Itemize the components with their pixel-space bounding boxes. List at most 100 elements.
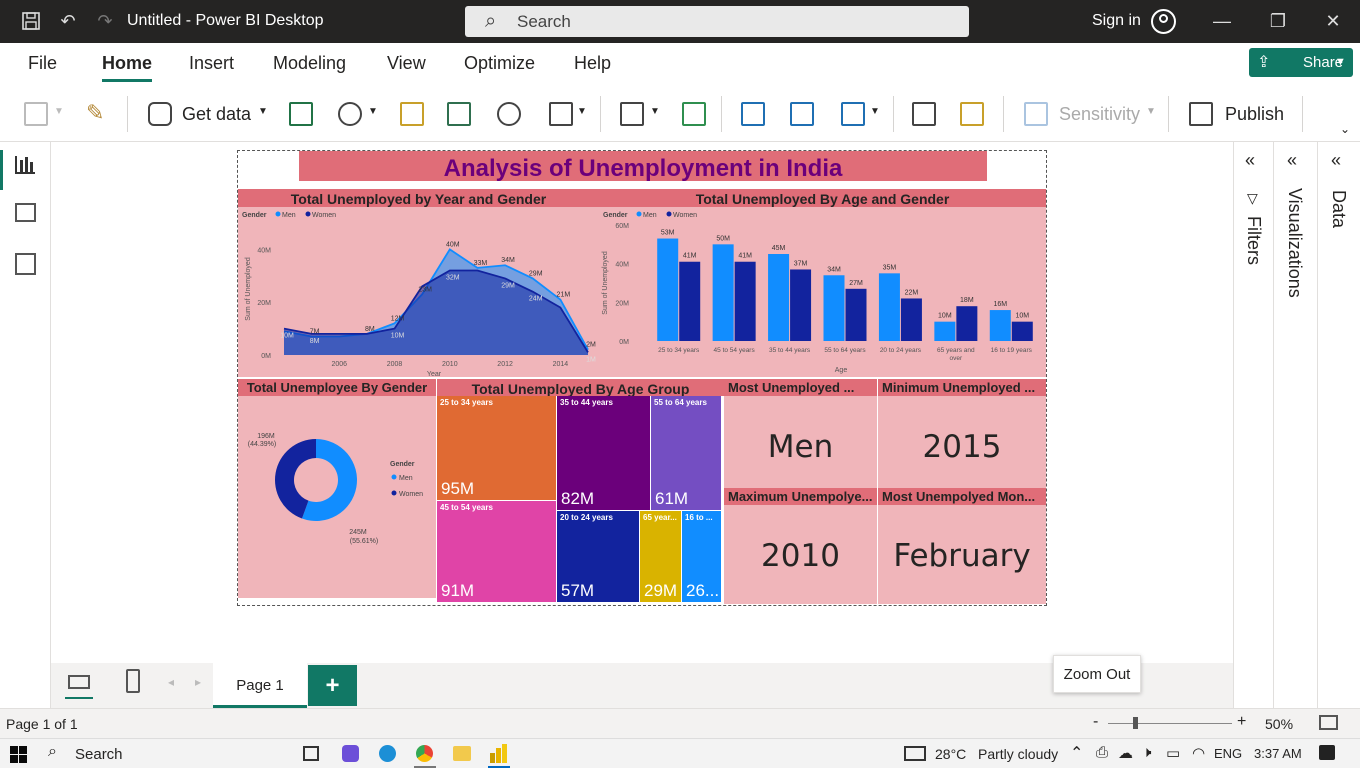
task-view-icon[interactable] [303, 746, 319, 761]
dataverse-icon[interactable] [497, 102, 521, 126]
volume-icon[interactable]: 🕨 [1142, 744, 1152, 761]
excel-icon[interactable] [289, 102, 313, 126]
publish-icon[interactable] [1189, 102, 1213, 126]
menu-modeling[interactable]: Modeling [273, 53, 347, 73]
data-pane[interactable]: « Data [1317, 142, 1360, 708]
desktop-layout-icon[interactable] [65, 671, 93, 699]
treemap-tile[interactable]: 35 to 44 years 82M [557, 396, 650, 510]
treemap-tile[interactable]: 16 to ... 26... [682, 511, 721, 602]
chevron-up-icon[interactable]: ⌃ [1070, 745, 1084, 762]
recent-sources-icon[interactable] [549, 102, 573, 126]
model-view-icon[interactable] [15, 253, 36, 275]
account-icon[interactable] [1151, 9, 1176, 34]
bar-chart-visual[interactable]: Total Unemployed By Age and Gender Gende… [599, 189, 1046, 377]
treemap-tile[interactable]: 55 to 64 years 61M [651, 396, 721, 510]
text-box-icon[interactable] [790, 102, 814, 126]
menu-home[interactable]: Home [102, 53, 153, 82]
menu-view[interactable]: View [387, 53, 426, 73]
card-minimum-unemployed[interactable]: Minimum Unemployed ... 2015 [878, 379, 1046, 488]
line-chart-visual[interactable]: Total Unemployed by Year and Gender Gend… [238, 189, 599, 377]
notifications-icon[interactable] [1319, 745, 1335, 760]
weather-text[interactable]: Partly cloudy [978, 746, 1059, 762]
donut-chart-visual[interactable]: Total Unemployee By Gender 196M (44.39%) 2… [238, 379, 436, 598]
minimize-icon[interactable]: — [1213, 11, 1231, 31]
refresh-icon[interactable] [682, 102, 706, 126]
zoom-in-button[interactable]: + [1237, 713, 1247, 730]
ribbon-expand-icon[interactable]: ⌄ [1340, 122, 1351, 136]
meet-now-icon[interactable]: ⎙ [1096, 744, 1109, 761]
menu-file[interactable]: File [28, 53, 58, 73]
card-maximum-unemployed[interactable]: Maximum Unempolye... 2010 [724, 488, 877, 604]
add-page-button[interactable]: + [308, 665, 357, 706]
power-bi-icon[interactable] [490, 744, 508, 763]
expand-icon[interactable]: « [1331, 150, 1342, 170]
chrome-icon[interactable] [416, 745, 433, 762]
battery-icon[interactable]: ▭ [1166, 745, 1181, 762]
windows-start-icon[interactable] [10, 746, 27, 763]
get-data-button[interactable]: Get data [182, 104, 252, 124]
close-icon[interactable]: ✕ [1325, 11, 1341, 31]
fit-to-page-icon[interactable] [1319, 715, 1338, 730]
sql-server-icon[interactable] [400, 102, 424, 126]
file-explorer-icon[interactable] [453, 746, 471, 761]
card-most-unemployed-gender[interactable]: Most Unemployed ... Men [724, 379, 877, 488]
treemap-visual[interactable]: Total Unemployed By Age Group 25 to 34 y… [437, 379, 724, 602]
save-icon[interactable] [20, 10, 42, 32]
clock[interactable]: 3:37 AM [1254, 746, 1302, 761]
database-icon[interactable] [148, 102, 172, 126]
treemap-tile[interactable]: 25 to 34 years 95M [437, 396, 556, 500]
transform-data-icon[interactable] [620, 102, 644, 126]
weather-temp[interactable]: 28°C [935, 746, 967, 762]
zoom-out-button[interactable]: - [1093, 713, 1099, 730]
sensitivity-button[interactable]: Sensitivity [1059, 104, 1141, 124]
format-painter-icon[interactable]: ✎ [86, 100, 105, 125]
menu-help[interactable]: Help [574, 53, 612, 73]
quick-measure-icon[interactable] [960, 102, 984, 126]
visualizations-pane[interactable]: « Visualizations [1273, 142, 1317, 708]
scroll-left-icon[interactable]: ◂ [168, 675, 175, 689]
new-measure-icon[interactable] [912, 102, 936, 126]
data-hub-icon[interactable] [338, 102, 362, 126]
sign-in-link[interactable]: Sign in [1092, 12, 1141, 29]
restore-icon[interactable]: ❐ [1269, 11, 1287, 31]
chevron-down-icon[interactable]: ▼ [258, 106, 268, 117]
new-visual-icon[interactable] [741, 102, 765, 126]
wifi-icon[interactable]: ◠ [1192, 745, 1206, 762]
language-indicator[interactable]: ENG [1214, 746, 1243, 761]
menu-optimize[interactable]: Optimize [464, 53, 536, 73]
scroll-right-icon[interactable]: ▸ [195, 675, 202, 689]
menu-insert[interactable]: Insert [189, 53, 235, 73]
chevron-down-icon[interactable]: ▼ [368, 106, 378, 117]
copilot-icon[interactable] [342, 745, 359, 762]
taskbar-search[interactable]: Search [75, 746, 123, 763]
zoom-slider-thumb[interactable] [1133, 717, 1138, 729]
report-title[interactable]: Analysis of Unemployment in India [299, 151, 987, 182]
cloud-icon[interactable]: ☁ [1118, 745, 1133, 762]
legend-marker [666, 211, 672, 217]
expand-icon[interactable]: « [1287, 150, 1298, 170]
treemap-tile[interactable]: 20 to 24 years 57M [557, 511, 639, 602]
more-visuals-icon[interactable] [841, 102, 865, 126]
zoom-slider[interactable] [1108, 717, 1232, 729]
redo-icon[interactable]: ↷ [97, 11, 113, 31]
chevron-down-icon[interactable]: ▼ [870, 106, 880, 117]
search-box[interactable]: ⌕ Search [465, 6, 969, 37]
paste-icon[interactable] [24, 102, 48, 126]
chevron-down-icon[interactable]: ▼ [650, 106, 660, 117]
mobile-layout-icon[interactable] [126, 669, 140, 693]
share-button[interactable]: ⇪ Share ▼ [1249, 48, 1353, 77]
undo-icon[interactable]: ↶ [60, 11, 76, 31]
expand-icon[interactable]: « [1245, 150, 1256, 170]
chevron-down-icon[interactable]: ▼ [577, 106, 587, 117]
treemap-tile[interactable]: 65 year... 29M [640, 511, 681, 602]
edge-icon[interactable] [379, 745, 396, 762]
card-most-unemployed-month[interactable]: Most Unempolyed Mon... February [878, 488, 1046, 604]
report-view-icon[interactable] [15, 156, 35, 174]
table-view-icon[interactable] [15, 203, 36, 222]
filters-pane[interactable]: « ▽ Filters [1233, 142, 1273, 708]
treemap-tile[interactable]: 45 to 54 years 91M [437, 501, 556, 602]
enter-data-icon[interactable] [447, 102, 471, 126]
publish-button[interactable]: Publish [1225, 104, 1285, 124]
page-tab[interactable]: Page 1 [213, 663, 307, 708]
sensitivity-icon[interactable] [1024, 102, 1048, 126]
